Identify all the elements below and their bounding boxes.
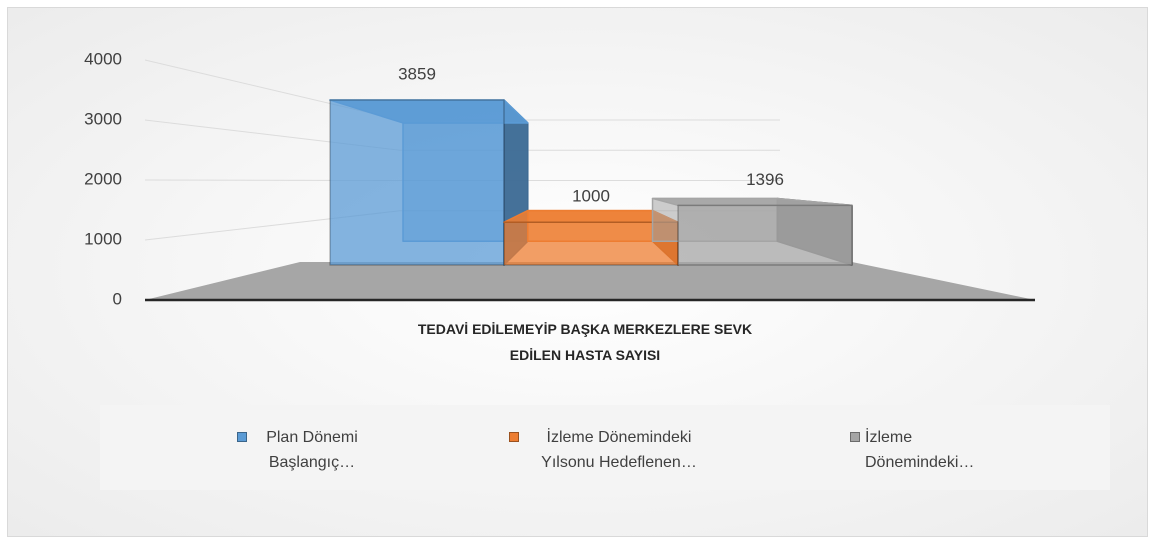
legend-label: Plan Dönemi Başlangıç… xyxy=(266,429,358,471)
data-label: 1000 xyxy=(572,187,610,206)
floor xyxy=(145,262,1035,300)
bar xyxy=(677,204,853,266)
legend: Plan Dönemi Başlangıç… İzleme Dönemindeki… xyxy=(100,405,1110,490)
legend-entry: İzleme Dönemindeki… xyxy=(850,425,980,475)
data-label: 3859 xyxy=(398,65,436,84)
y-tick-label: 2000 xyxy=(84,169,122,188)
y-tick-label: 1000 xyxy=(84,229,122,248)
y-tick-label: 4000 xyxy=(84,49,122,68)
bar xyxy=(503,221,679,266)
legend-entry: İzleme Dönemindeki Yılsonu Hedeflenen… xyxy=(509,425,714,475)
legend-swatch xyxy=(509,432,519,442)
legend-label: İzleme Dönemindeki… xyxy=(865,429,975,471)
legend-swatch xyxy=(237,432,247,442)
y-tick-label: 3000 xyxy=(84,109,122,128)
legend-label: İzleme Dönemindeki Yılsonu Hedeflenen… xyxy=(541,429,697,471)
data-label: 1396 xyxy=(746,170,784,189)
legend-entry: Plan Dönemi Başlangıç… xyxy=(237,425,372,475)
legend-swatch xyxy=(850,432,860,442)
category-label: TEDAVİ EDİLEMEYİP BAŞKA MERKEZLERE SEVK … xyxy=(417,321,753,363)
bar xyxy=(329,99,505,266)
y-tick-label: 0 xyxy=(113,289,122,308)
